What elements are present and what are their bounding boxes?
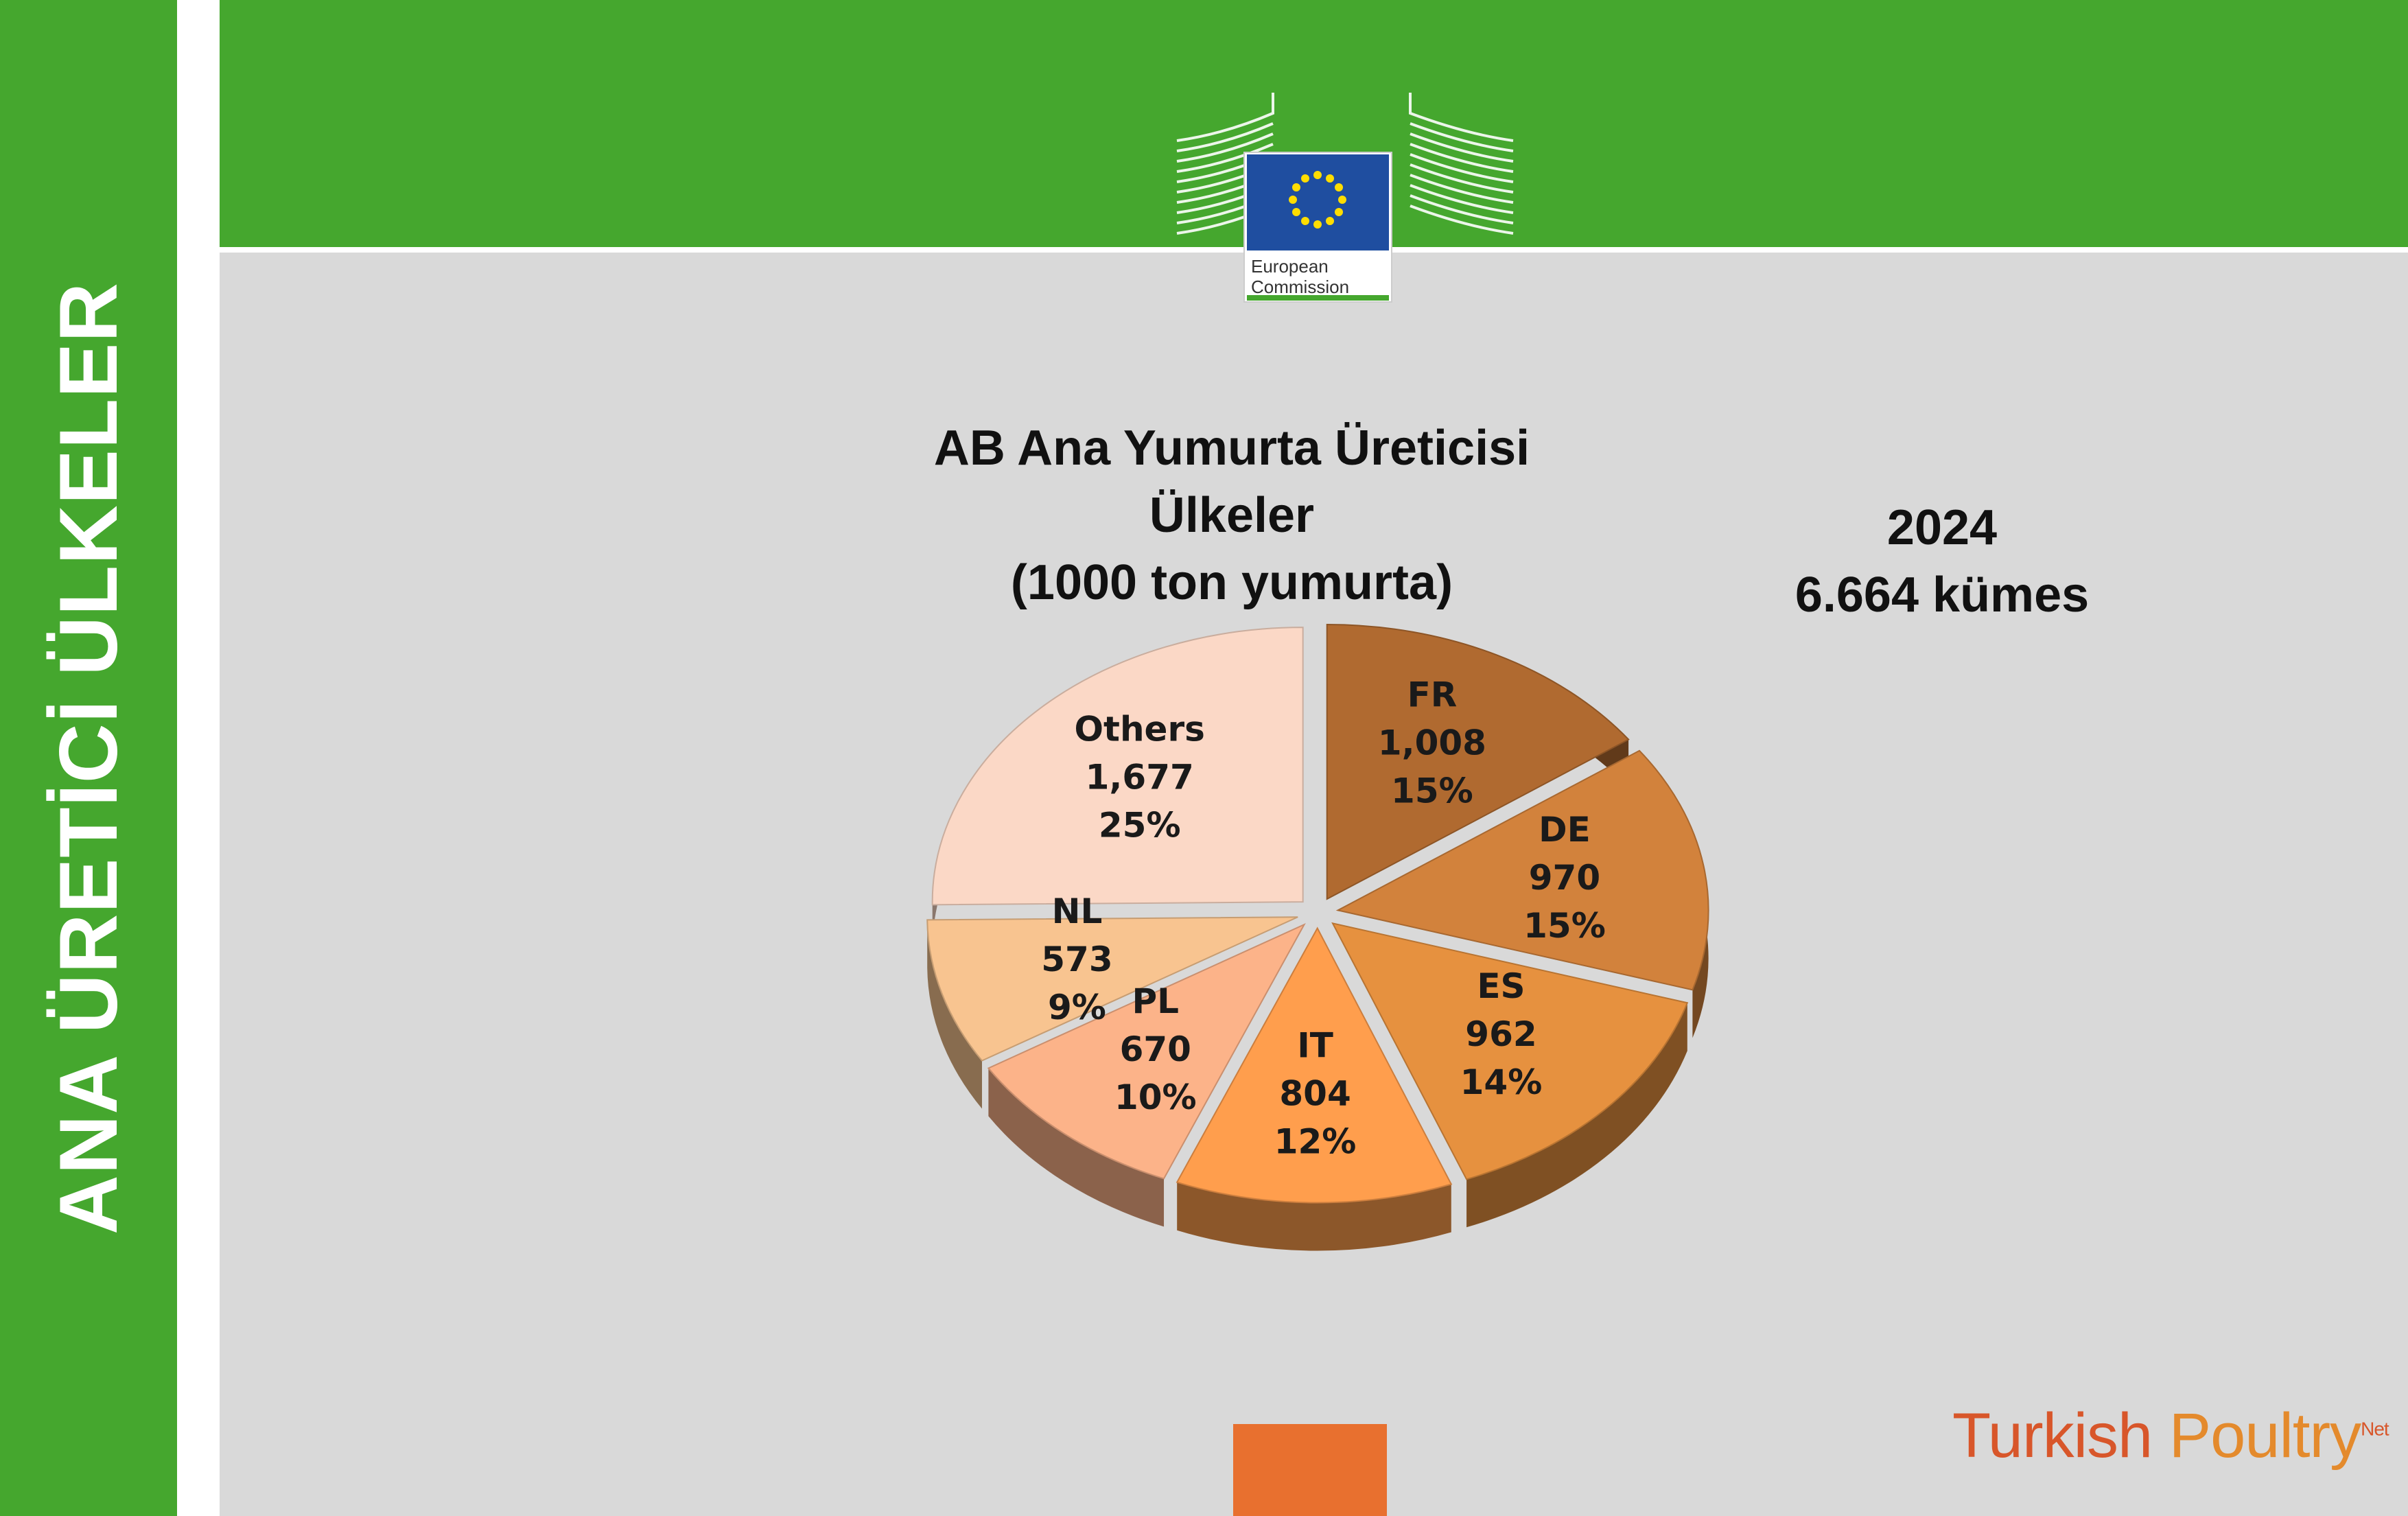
pie-slice-de [1335,749,1709,991]
pie-label-es-name: ES [1477,966,1525,1006]
brand-text-net: Net [2361,1418,2389,1440]
pie-label-nl-value: 573 [1041,940,1112,979]
pie-label-others-value: 1,677 [1086,758,1194,797]
pie-label-fr-name: FR [1407,675,1458,714]
turkish-poultry-logo: Turkish PoultryNet [1952,1400,2389,1472]
pie-label-others-percent: 25% [1099,806,1181,846]
logo-text-commission: Commission [1251,277,1349,297]
pie-label-es-percent: 14% [1460,1062,1543,1102]
chart-title-line-2: Ülkeler [1149,488,1315,543]
chart-title-line-1: AB Ana Yumurta Üreticisi [933,421,1530,476]
brand-text-poultry: Poultry [2169,1401,2361,1471]
coop-count-label: 6.664 kümes [1795,568,2090,622]
pie-label-pl-percent: 10% [1114,1077,1197,1117]
pie-slice-it [1176,926,1453,1204]
year-label: 2024 [1886,500,1998,555]
pie-label-nl-name: NL [1052,891,1103,931]
pie-label-nl-percent: 9% [1048,988,1106,1027]
european-commission-logo: European Commission [1176,93,1514,303]
pie-label-it-name: IT [1297,1025,1333,1065]
pie-label-de-value: 970 [1529,858,1600,898]
pie-slice-fr [1326,623,1630,900]
pie-label-it-value: 804 [1279,1073,1351,1113]
pie-label-fr-value: 1,008 [1378,723,1486,762]
brand-text-turkish: Turkish [1952,1401,2169,1471]
logo-text-european: European [1251,256,1329,277]
pie-label-de-name: DE [1539,810,1591,850]
pie-label-pl-value: 670 [1120,1029,1191,1069]
pie-slice-es [1331,922,1689,1180]
pie-slice-nl [926,916,1298,1062]
pie-slice-others [931,627,1304,906]
pie-label-fr-percent: 15% [1391,771,1473,811]
sidebar-divider [177,0,220,1516]
sidebar [0,0,177,1516]
sidebar-title: ANA ÜRETİCİ ÜLKELER [43,282,135,1235]
pie-label-others-name: Others [1075,710,1205,749]
pie-label-de-percent: 15% [1523,906,1606,946]
decorative-square [1233,1424,1387,1516]
chart-title-line-3: (1000 ton yumurta) [1010,555,1453,610]
pie-slice-pl [987,922,1306,1180]
pie-label-es-value: 962 [1465,1014,1536,1054]
pie-label-it-percent: 12% [1274,1121,1357,1161]
pie-chart: FR 1,008 15% DE 970 15% ES 962 14% IT 804 12% PL 670 1… [926,623,1709,1251]
pie-label-pl-name: PL [1132,981,1180,1021]
